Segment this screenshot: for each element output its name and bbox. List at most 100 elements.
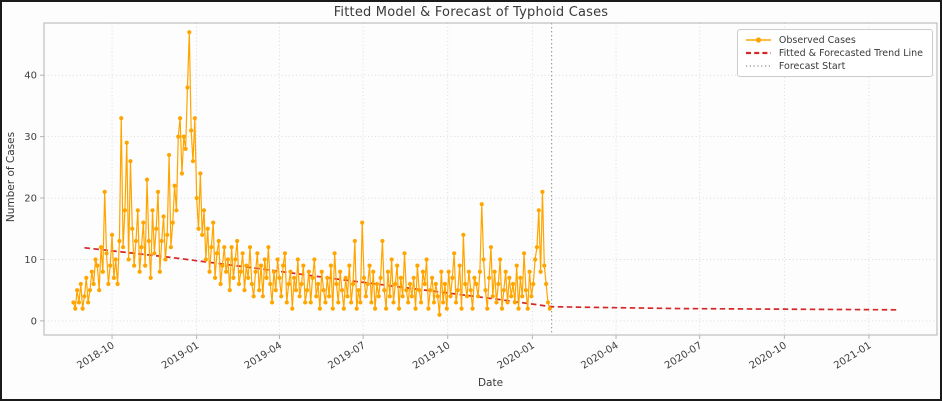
- x-tick-label: 2020-04: [579, 340, 620, 371]
- observed-marker: [102, 189, 107, 194]
- observed-marker: [183, 146, 188, 152]
- observed-line-icon: [745, 37, 771, 43]
- observed-marker: [527, 269, 532, 274]
- observed-marker: [459, 306, 464, 311]
- x-tick-label: 2018-10: [75, 340, 116, 371]
- observed-marker: [437, 312, 442, 317]
- observed-marker: [411, 275, 416, 280]
- y-tick-label: 40: [24, 71, 37, 82]
- observed-marker: [150, 208, 155, 213]
- observed-marker: [78, 281, 83, 287]
- observed-marker: [518, 275, 523, 280]
- observed-marker: [93, 257, 98, 262]
- observed-marker: [326, 294, 332, 299]
- observed-marker: [155, 189, 161, 194]
- observed-marker: [236, 281, 242, 287]
- observed-marker: [124, 140, 129, 145]
- observed-marker: [391, 300, 396, 305]
- observed-marker: [216, 238, 221, 244]
- observed-marker: [433, 281, 438, 287]
- observed-marker: [389, 257, 394, 262]
- x-tick-label: 2019-04: [243, 340, 284, 371]
- observed-marker: [341, 306, 346, 311]
- observed-marker: [122, 208, 128, 213]
- observed-marker: [308, 300, 313, 305]
- observed-marker: [282, 251, 288, 256]
- observed-marker: [89, 269, 94, 274]
- observed-marker: [446, 269, 451, 274]
- observed-marker: [492, 269, 497, 274]
- dashed-line-icon: [745, 51, 771, 55]
- observed-marker: [163, 257, 168, 262]
- observed-marker: [406, 300, 411, 305]
- observed-marker: [407, 281, 413, 287]
- legend-label-forecast-start: Forecast Start: [778, 60, 846, 72]
- observed-marker: [404, 288, 409, 293]
- observed-marker: [360, 220, 365, 225]
- observed-marker: [172, 183, 177, 188]
- observed-marker: [281, 263, 286, 268]
- observed-marker: [240, 251, 245, 256]
- observed-marker: [218, 281, 223, 287]
- observed-marker: [292, 275, 297, 280]
- observed-marker: [257, 288, 262, 293]
- observed-marker: [144, 177, 150, 182]
- observed-marker: [477, 269, 483, 274]
- y-tick-label: 20: [24, 194, 37, 205]
- observed-marker: [227, 288, 232, 293]
- observed-marker: [159, 238, 164, 244]
- observed-marker: [266, 245, 271, 250]
- trend-line: [84, 246, 899, 311]
- observed-marker: [534, 245, 540, 250]
- observed-marker: [426, 306, 431, 311]
- observed-marker: [168, 245, 174, 250]
- observed-marker: [231, 275, 236, 280]
- observed-marker: [260, 294, 265, 299]
- y-tick-label: 0: [31, 316, 37, 327]
- observed-marker: [196, 226, 201, 231]
- observed-marker: [345, 294, 350, 299]
- observed-marker: [293, 288, 299, 293]
- observed-marker: [468, 288, 473, 293]
- observed-marker: [417, 288, 422, 293]
- observed-marker: [356, 288, 361, 293]
- observed-marker: [306, 269, 311, 274]
- observed-marker: [154, 226, 159, 231]
- x-tick-label: 2019-01: [160, 340, 201, 371]
- observed-marker: [466, 269, 471, 274]
- axes-frame: [43, 22, 938, 336]
- observed-marker: [444, 306, 449, 311]
- observed-marker: [494, 300, 499, 305]
- observed-marker: [225, 257, 231, 262]
- y-tick-label: 30: [24, 132, 37, 143]
- observed-marker: [523, 288, 529, 293]
- observed-marker: [275, 257, 280, 262]
- observed-marker: [474, 281, 479, 287]
- x-axis-label: Date: [477, 377, 504, 389]
- observed-marker: [496, 281, 501, 287]
- observed-marker: [334, 281, 339, 287]
- observed-marker: [244, 263, 249, 268]
- observed-marker: [490, 294, 495, 299]
- observed-marker: [336, 300, 341, 305]
- observed-marker: [531, 281, 536, 287]
- observed-marker: [126, 257, 131, 262]
- observed-marker: [457, 263, 462, 268]
- observed-marker: [117, 238, 122, 244]
- observed-marker: [450, 275, 455, 280]
- observed-marker: [352, 238, 357, 244]
- observed-marker: [376, 294, 381, 299]
- observed-marker: [238, 269, 243, 274]
- observed-marker: [111, 275, 116, 280]
- observed-marker: [431, 300, 437, 305]
- observed-marker: [413, 306, 418, 311]
- observed-marker: [385, 269, 391, 274]
- observed-marker: [396, 306, 402, 311]
- observed-marker: [176, 134, 181, 139]
- observed-marker: [161, 214, 166, 219]
- observed-marker: [441, 300, 446, 305]
- legend-label-observed: Observed Cases: [778, 34, 856, 46]
- observed-marker: [200, 232, 205, 237]
- observed-marker: [189, 128, 194, 133]
- observed-marker: [137, 269, 142, 274]
